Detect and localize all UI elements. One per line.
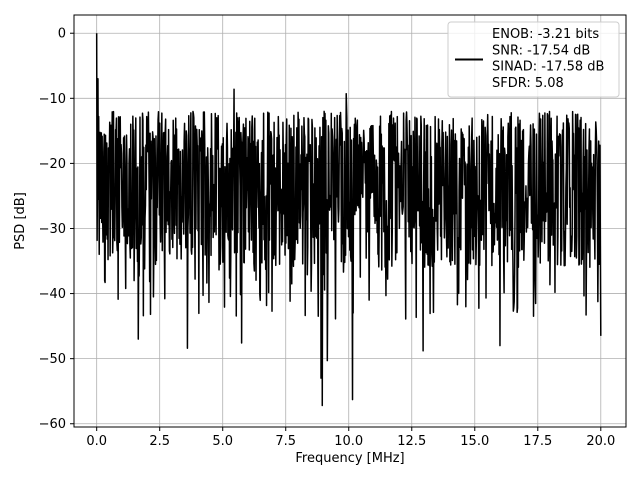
legend-line: ENOB: -3.21 bits bbox=[492, 27, 599, 42]
x-tick-label: 0.0 bbox=[86, 434, 107, 449]
legend-line: SNR: -17.54 dB bbox=[492, 43, 590, 58]
x-axis-ticks: 0.0 2.5 5.0 7.5 10.0 12.5 15.0 17.5 20.0 bbox=[86, 427, 615, 449]
x-tick-label: 10.0 bbox=[334, 434, 363, 449]
x-tick-label: 20.0 bbox=[586, 434, 615, 449]
legend-line: SFDR: 5.08 bbox=[492, 76, 564, 91]
y-axis-label: PSD [dB] bbox=[13, 192, 28, 250]
axes-frame bbox=[73, 14, 627, 428]
y-tick-label: −10 bbox=[39, 92, 66, 107]
y-axis-ticks: 0 −10 −20 −30 −40 −50 −60 bbox=[39, 27, 74, 432]
x-tick-label: 2.5 bbox=[149, 434, 170, 449]
y-tick-label: −30 bbox=[39, 222, 66, 237]
x-tick-label: 15.0 bbox=[460, 434, 489, 449]
legend-box bbox=[447, 21, 620, 98]
y-tick-label: −40 bbox=[39, 287, 66, 302]
psd-trace bbox=[95, 33, 602, 407]
x-tick-label: 17.5 bbox=[523, 434, 552, 449]
x-tick-label: 7.5 bbox=[275, 434, 296, 449]
y-tick-label: −50 bbox=[39, 352, 66, 367]
x-tick-label: 12.5 bbox=[397, 434, 426, 449]
x-axis-label: Frequency [MHz] bbox=[295, 451, 404, 466]
legend-line: SINAD: -17.58 dB bbox=[492, 60, 604, 75]
y-tick-label: 0 bbox=[58, 27, 66, 42]
y-tick-label: −60 bbox=[39, 417, 66, 432]
trace-layer bbox=[95, 33, 602, 407]
y-tick-label: −20 bbox=[39, 157, 66, 172]
x-tick-label: 5.0 bbox=[212, 434, 233, 449]
